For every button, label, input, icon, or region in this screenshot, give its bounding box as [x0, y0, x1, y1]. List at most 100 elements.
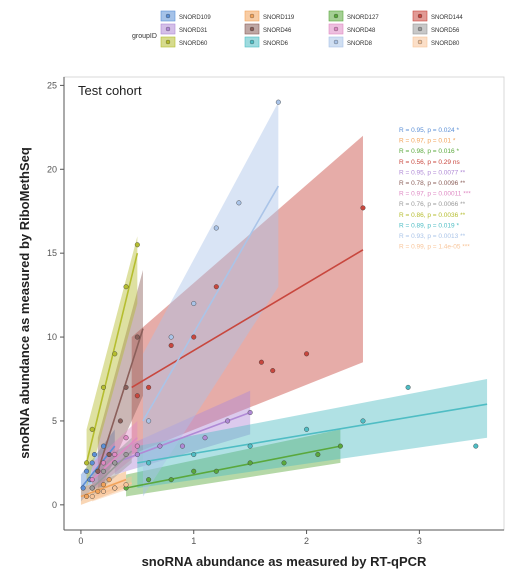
data-point: [117, 418, 123, 424]
data-point: [84, 468, 90, 474]
correlation-label: R = 0.95, p = 0.024 *: [399, 127, 459, 134]
legend: groupID SNORD109 SNORD119 SNORD127 SNORD144…: [132, 10, 463, 48]
data-point: [247, 460, 253, 466]
data-point: [146, 477, 152, 483]
data-point: [304, 426, 310, 432]
data-point: [236, 200, 242, 206]
data-point: [275, 99, 281, 105]
correlation-label: R = 0.86, p = 0.0036 **: [399, 212, 466, 219]
data-point: [100, 488, 106, 494]
data-point: [146, 384, 152, 390]
x-tick-label: 1: [191, 536, 196, 546]
fit-line: [85, 252, 139, 464]
legend-label: SNORD80: [431, 41, 460, 47]
x-tick-label: 3: [417, 536, 422, 546]
y-tick-label: 25: [47, 80, 57, 90]
data-point: [89, 477, 95, 483]
legend-label: SNORD56: [431, 28, 460, 34]
correlation-label: R = 0.97, p = 0.00011 ***: [399, 191, 471, 198]
fit-line: [125, 445, 341, 489]
data-point: [213, 225, 219, 231]
data-point: [100, 482, 106, 488]
correlation-label: R = 0.78, p = 0.0096 **: [399, 180, 466, 187]
data-point: [247, 443, 253, 449]
y-axis-title: snoRNA abundance as measured by RiboMeth…: [17, 147, 32, 459]
legend-key-point: [417, 39, 423, 45]
correlation-label: R = 0.93, p = 0.0013 **: [399, 233, 466, 240]
data-point: [134, 242, 140, 248]
y-tick-label: 15: [47, 248, 57, 258]
data-point: [100, 384, 106, 390]
fit-line: [142, 185, 280, 422]
data-point: [213, 468, 219, 474]
confidence-band: [97, 269, 143, 497]
data-point: [84, 493, 90, 499]
legend-label: SNORD48: [347, 28, 376, 34]
data-point: [247, 410, 253, 416]
legend-key-point: [249, 13, 255, 19]
data-point: [281, 460, 287, 466]
legend-key-point: [165, 26, 171, 32]
x-tick-label: 2: [304, 536, 309, 546]
correlation-label: R = 0.89, p = 0.019 *: [399, 222, 459, 229]
y-tick-label: 0: [52, 500, 57, 510]
confidence-band: [131, 135, 363, 455]
legend-title: groupID: [132, 33, 157, 40]
legend-key-point: [333, 26, 339, 32]
data-point: [157, 443, 163, 449]
data-point: [112, 351, 118, 357]
data-point: [179, 443, 185, 449]
data-point: [213, 284, 219, 290]
data-point: [134, 334, 140, 340]
data-point: [134, 393, 140, 399]
data-point: [112, 485, 118, 491]
legend-key-point: [249, 39, 255, 45]
data-point: [89, 426, 95, 432]
correlation-label: R = 0.97, p = 0.01 *: [399, 138, 456, 145]
correlation-label: R = 0.98, p = 0.016 *: [399, 148, 459, 155]
data-point: [405, 384, 411, 390]
data-point: [360, 205, 366, 211]
correlation-label: R = 0.95, p = 0.0077 **: [399, 169, 466, 176]
data-point: [80, 485, 86, 491]
data-point: [134, 443, 140, 449]
data-point: [95, 488, 101, 494]
data-point: [100, 460, 106, 466]
legend-key-point: [249, 26, 255, 32]
data-point: [258, 359, 264, 365]
confidence-band: [142, 102, 279, 497]
data-point: [89, 493, 95, 499]
fit-line: [80, 478, 127, 498]
legend-key-point: [417, 26, 423, 32]
data-point: [202, 435, 208, 441]
data-point: [191, 468, 197, 474]
data-point: [270, 368, 276, 374]
legend-label: SNORD46: [263, 28, 292, 34]
y-tick-label: 10: [47, 332, 57, 342]
data-point: [123, 435, 129, 441]
data-point: [191, 334, 197, 340]
data-point: [191, 452, 197, 458]
data-point: [123, 452, 129, 458]
data-point: [134, 452, 140, 458]
confidence-band: [80, 429, 115, 502]
x-tick-label: 0: [78, 536, 83, 546]
legend-key-point: [333, 13, 339, 19]
data-point: [123, 482, 129, 488]
legend-label: SNORD144: [431, 15, 463, 21]
legend-key-point: [417, 13, 423, 19]
data-point: [106, 452, 112, 458]
legend-label: SNORD127: [347, 15, 379, 21]
confidence-band: [114, 390, 251, 475]
correlation-label: R = 0.76, p = 0.0066 **: [399, 201, 466, 208]
legend-key-point: [165, 39, 171, 45]
data-point: [106, 477, 112, 483]
data-point: [123, 284, 129, 290]
confidence-band: [126, 429, 341, 497]
x-axis-title: snoRNA abundance as measured by RT-qPCR: [142, 554, 427, 569]
y-tick-label: 5: [52, 416, 57, 426]
legend-label: SNORD8: [347, 41, 373, 47]
legend-label: SNORD6: [263, 41, 289, 47]
data-point: [304, 351, 310, 357]
